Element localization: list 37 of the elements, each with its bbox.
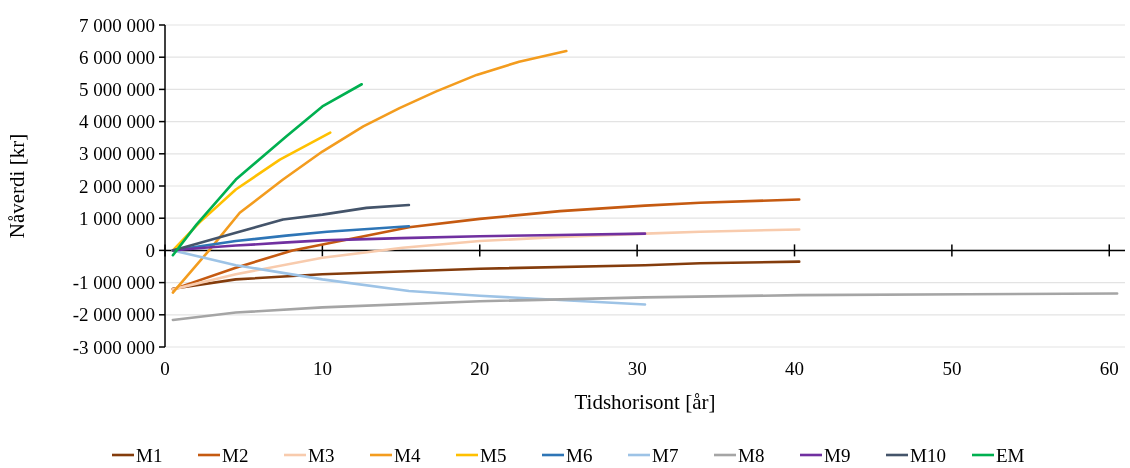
legend-label: EM xyxy=(996,444,1025,466)
y-tick-label: 1 000 000 xyxy=(79,207,155,229)
y-tick-label: -2 000 000 xyxy=(72,304,155,326)
line-series xyxy=(171,198,801,291)
y-tick-label: -3 000 000 xyxy=(72,336,155,358)
y-tick-label: 7 000 000 xyxy=(79,14,155,36)
line-series xyxy=(171,292,1119,322)
y-tick-label: 2 000 000 xyxy=(79,175,155,197)
y-tick-label: -1 000 000 xyxy=(72,272,155,294)
y-tick-label: 3 000 000 xyxy=(79,143,155,165)
legend-label: M9 xyxy=(824,444,851,466)
y-tick-label: 5 000 000 xyxy=(79,79,155,101)
x-tick-label: 20 xyxy=(470,358,490,379)
x-tick-label: 40 xyxy=(785,358,805,379)
line-series xyxy=(171,203,411,252)
y-tick-label: 0 xyxy=(145,240,155,262)
legend-label: M5 xyxy=(480,444,507,466)
legend-label: M2 xyxy=(222,444,249,466)
legend-label: M6 xyxy=(566,444,593,466)
line-series xyxy=(171,49,568,294)
x-tick-label: 60 xyxy=(1099,358,1119,379)
legend-label: M7 xyxy=(652,444,679,466)
x-tick-label: 50 xyxy=(942,358,962,379)
line-series xyxy=(171,82,364,257)
legend-label: M1 xyxy=(136,444,163,466)
x-tick-label: 0 xyxy=(160,358,170,379)
legend-label: M3 xyxy=(308,444,335,466)
x-tick-label: 10 xyxy=(312,358,332,379)
legend-label: M10 xyxy=(910,444,946,466)
x-tick-label: 30 xyxy=(627,358,647,379)
line-series xyxy=(171,260,801,291)
y-tick-label: 6 000 000 xyxy=(79,46,155,68)
y-axis-title: Nåverdi [kr] xyxy=(5,133,29,239)
x-axis-title: Tidshorisont [år] xyxy=(574,390,716,414)
legend-label: M8 xyxy=(738,444,765,466)
y-tick-label: 4 000 000 xyxy=(79,111,155,133)
legend-label: M4 xyxy=(394,444,421,466)
